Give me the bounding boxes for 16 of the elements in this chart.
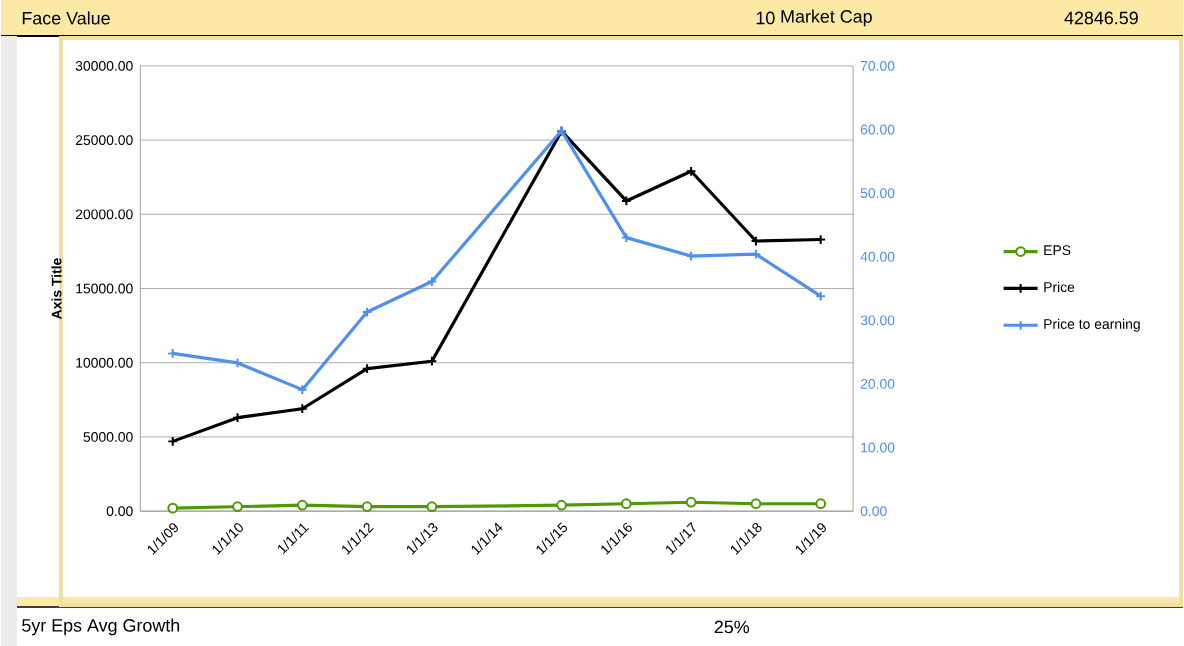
point — [426, 500, 438, 512]
point — [296, 499, 308, 511]
text: 25% — [714, 620, 750, 633]
text: 10 — [756, 11, 775, 24]
point — [556, 499, 567, 511]
text: 5yr Eps Avg Growth — [22, 618, 180, 635]
text: 42846.59 — [1064, 11, 1138, 24]
point — [685, 496, 697, 508]
point — [815, 497, 827, 509]
point — [620, 497, 632, 509]
text: Face Value — [22, 10, 110, 25]
point — [167, 502, 179, 514]
point — [750, 497, 762, 509]
point — [232, 500, 243, 512]
text: Market Cap — [781, 9, 872, 26]
point — [361, 500, 373, 512]
